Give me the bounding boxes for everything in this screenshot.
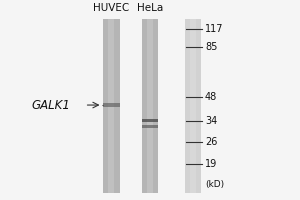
- FancyBboxPatch shape: [142, 119, 158, 122]
- Text: 34: 34: [205, 116, 217, 126]
- Text: (kD): (kD): [205, 180, 224, 189]
- Text: 19: 19: [205, 159, 217, 169]
- FancyBboxPatch shape: [185, 19, 201, 193]
- Text: GALK1: GALK1: [31, 99, 70, 112]
- Text: 117: 117: [205, 24, 224, 34]
- Text: 26: 26: [205, 137, 217, 147]
- Text: 85: 85: [205, 42, 217, 52]
- Text: HUVEC: HUVEC: [93, 3, 130, 13]
- FancyBboxPatch shape: [147, 19, 150, 193]
- FancyBboxPatch shape: [142, 125, 158, 128]
- FancyBboxPatch shape: [108, 19, 111, 193]
- FancyBboxPatch shape: [150, 19, 153, 193]
- FancyBboxPatch shape: [103, 19, 119, 193]
- FancyBboxPatch shape: [193, 19, 196, 193]
- FancyBboxPatch shape: [111, 19, 114, 193]
- FancyBboxPatch shape: [190, 19, 193, 193]
- Text: HeLa: HeLa: [137, 3, 163, 13]
- FancyBboxPatch shape: [142, 19, 158, 193]
- Text: 48: 48: [205, 92, 217, 102]
- FancyBboxPatch shape: [103, 103, 119, 107]
